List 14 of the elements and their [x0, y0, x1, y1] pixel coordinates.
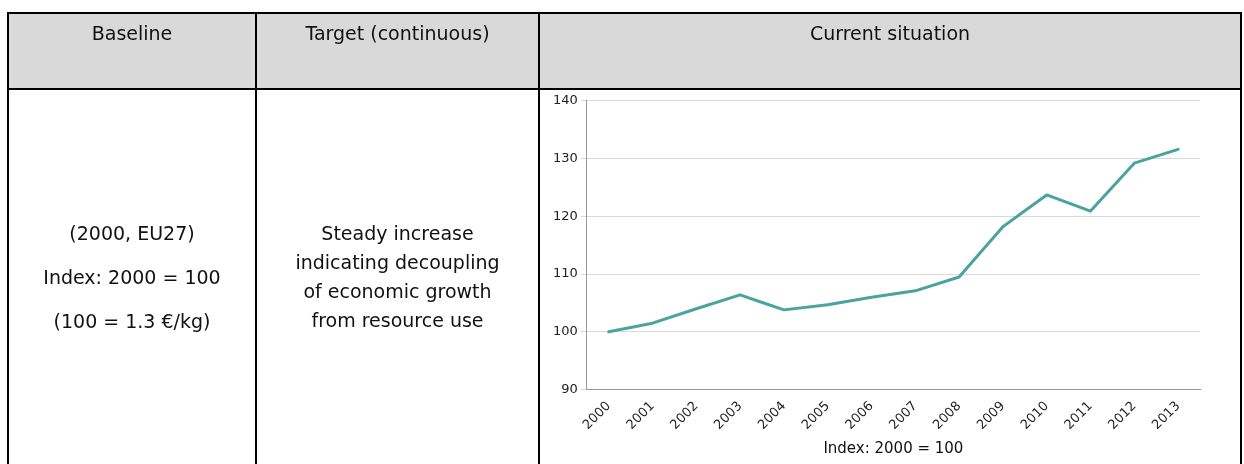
y-tick-label: 120: [552, 207, 578, 223]
y-tick-label: 90: [561, 380, 578, 396]
y-tick-label: 130: [552, 149, 578, 165]
text: (2000, EU27): [68, 222, 196, 244]
text: (100 = 1.3 €/kg): [52, 310, 212, 332]
text: Steady increase indicating decoupling of economic growth from resource use: [294, 221, 501, 333]
text: Baseline: [8, 13, 256, 89]
text: Target (continuous): [256, 13, 539, 89]
y-tick-label: 140: [552, 92, 578, 108]
x-axis-title: Index: 2000 = 100: [823, 438, 964, 457]
text: Index: 2000 = 100: [42, 266, 222, 288]
chart-title: Current situation: [539, 13, 1241, 89]
y-tick-label: 110: [552, 265, 578, 281]
y-tick-label: 100: [552, 323, 578, 339]
